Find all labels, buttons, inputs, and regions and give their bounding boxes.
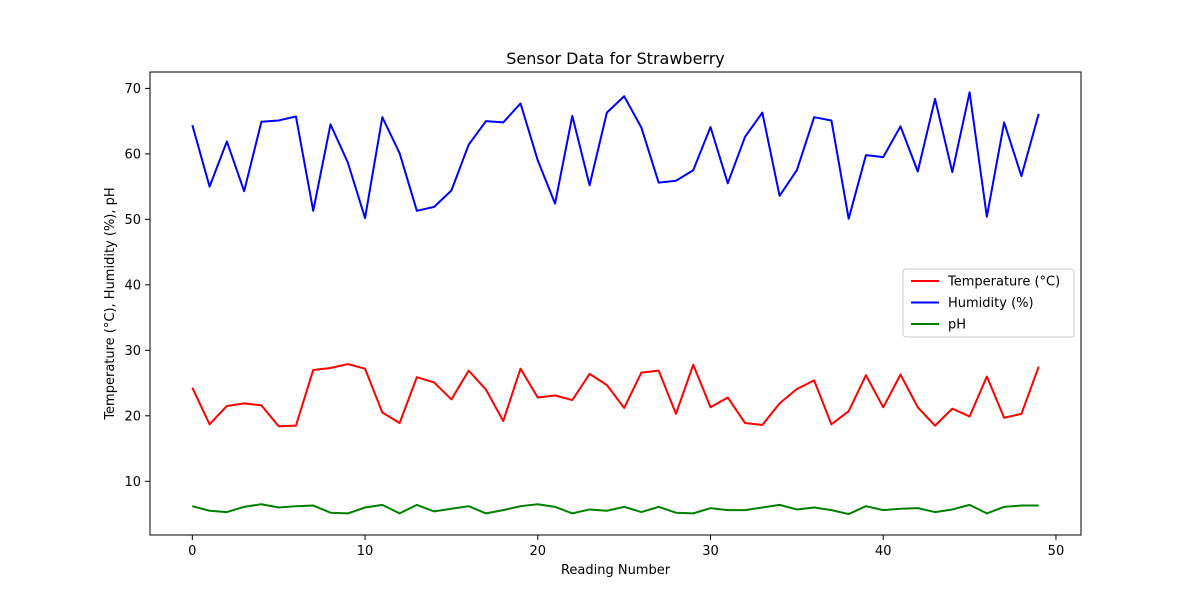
plot-lines [191, 91, 1040, 516]
y-tick-label: 20 [124, 409, 141, 424]
y-axis-ticks: 10 20 30 40 50 60 70 [124, 82, 150, 490]
x-tick-label: 40 [875, 544, 892, 559]
y-tick-label: 10 [124, 475, 141, 490]
y-tick-label: 30 [124, 344, 141, 359]
legend-label-2: pH [948, 318, 966, 333]
x-tick-label: 10 [357, 544, 374, 559]
y-tick-label: 40 [124, 278, 141, 293]
x-tick-label: 50 [1048, 544, 1065, 559]
legend: Temperature (°C) Humidity (%) pH [902, 268, 1075, 338]
legend-label-1: Humidity (%) [948, 296, 1034, 311]
legend-items: Temperature (°C) Humidity (%) pH [911, 275, 1060, 333]
legend-label-0: Temperature (°C) [947, 275, 1060, 290]
series-line-0 [191, 363, 1040, 428]
series-line-1 [191, 91, 1040, 220]
x-tick-label: 30 [702, 544, 719, 559]
plot-area-frame [149, 71, 1082, 536]
x-axis-ticks: 0 10 20 30 40 50 [188, 535, 1064, 559]
y-axis-title: Temperature (°C), Humidity (%), pH [103, 187, 118, 420]
y-tick-label: 70 [124, 82, 141, 97]
x-tick-label: 0 [188, 544, 196, 559]
y-tick-label: 50 [124, 213, 141, 228]
x-tick-label: 20 [529, 544, 546, 559]
y-tick-label: 60 [124, 147, 141, 162]
series-line-2 [192, 503, 1039, 516]
legend-box [902, 268, 1075, 338]
chart-title: Sensor Data for Strawberry [506, 49, 725, 68]
x-axis-title: Reading Number [561, 563, 671, 578]
